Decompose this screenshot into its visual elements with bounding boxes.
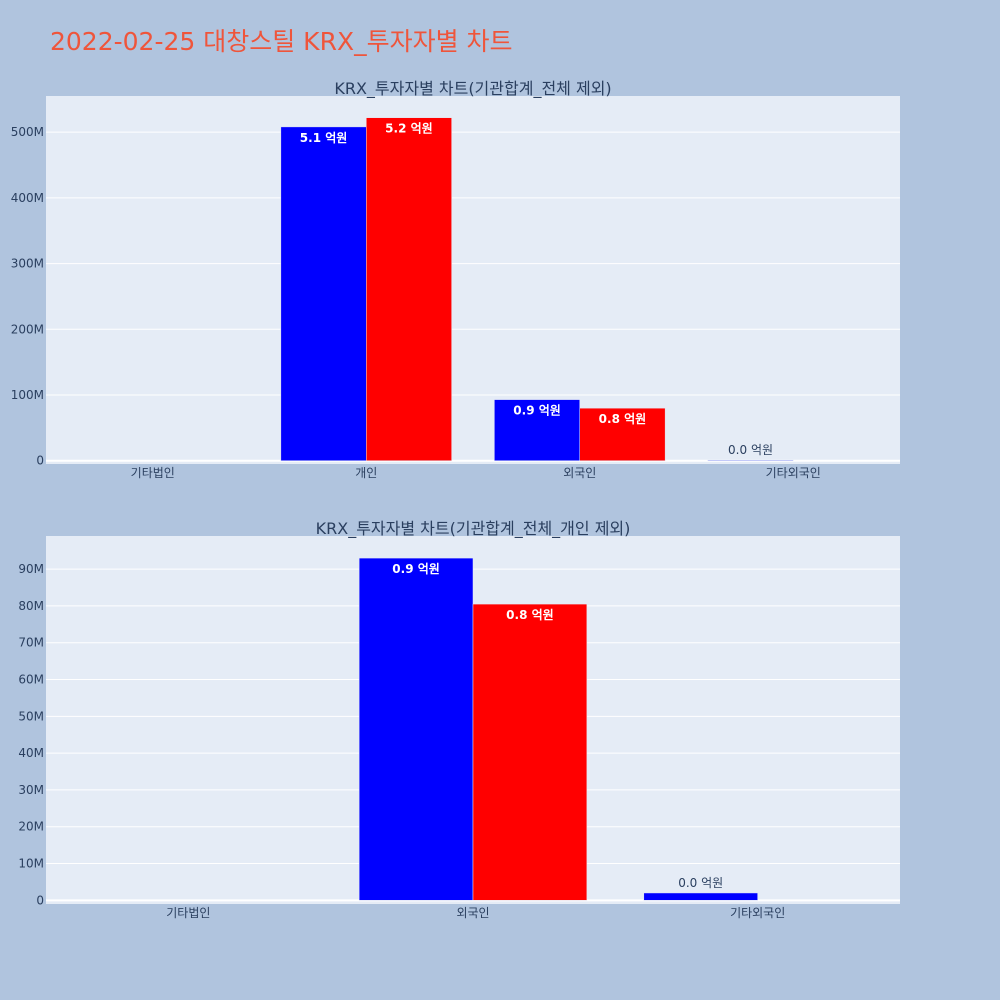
y-tick-label: 100M [11,388,44,402]
y-tick-label: 80M [18,599,44,613]
bar [358,557,474,901]
data-label: 0.8 억원 [599,412,647,426]
y-tick-label: 0 [36,454,44,468]
data-label: 0.8 억원 [506,608,554,622]
y-tick-label: 40M [18,746,44,760]
chart-2: KRX_투자자별 차트(기관합계_전체_개인 제외) 0 10M 20M 30M 40M 5… [18,519,900,920]
x-tick-label: 외국인 [456,906,489,920]
data-label: 0.0 억원 [728,443,773,457]
x-tick-label: 기타법인 [166,906,210,920]
x-tick-label: 기타법인 [131,466,175,480]
chart-title: KRX_투자자별 차트(기관합계_전체 제외) [334,79,611,99]
data-label: 5.2 억원 [385,122,433,136]
data-label: 0.9 억원 [392,562,440,576]
y-tick-label: 50M [18,709,44,723]
bar [707,459,794,461]
y-tick-label: 90M [18,562,44,576]
x-tick-label: 기타외국인 [730,906,785,920]
y-tick-label: 30M [18,783,44,797]
y-tick-label: 400M [11,191,44,205]
x-tick-label: 개인 [355,466,377,480]
bar [643,892,758,901]
data-label: 5.1 억원 [300,131,348,145]
page-title: 2022-02-25 대창스틸 KRX_투자자별 차트 [50,27,513,56]
data-label: 0.0 억원 [678,876,723,890]
plot-area [46,96,900,464]
data-label: 0.9 억원 [513,404,561,418]
bar [280,126,367,461]
chart-title: KRX_투자자별 차트(기관합계_전체_개인 제외) [316,519,631,539]
bar [366,117,452,461]
y-tick-label: 60M [18,673,44,687]
bar [579,407,666,461]
y-tick-label: 70M [18,636,44,650]
y-tick-label: 20M [18,820,44,834]
x-tick-label: 기타외국인 [766,466,821,480]
y-tick-label: 500M [11,125,44,139]
y-tick-label: 300M [11,257,44,271]
y-tick-label: 200M [11,322,44,336]
chart-1: KRX_투자자별 차트(기관합계_전체 제외) 0 100M 200M 300M 400M… [11,79,900,480]
x-tick-label: 외국인 [563,466,596,480]
bar [472,603,588,901]
y-tick-label: 10M [18,857,44,871]
y-tick-label: 0 [36,893,44,907]
